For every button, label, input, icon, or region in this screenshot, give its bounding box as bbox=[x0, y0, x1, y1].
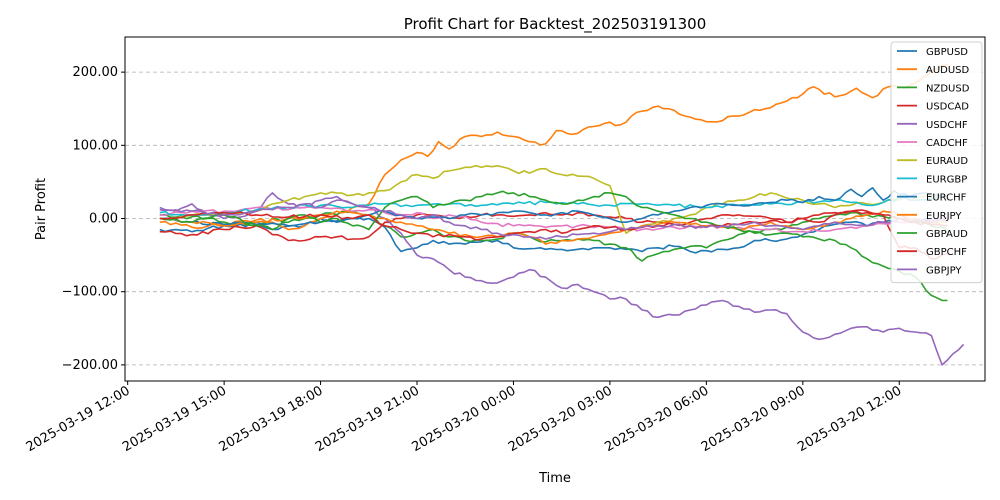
legend-entry-label: AUDUSD bbox=[926, 65, 970, 76]
legend: GBPUSD AUDUSD NZDUSD USDCAD USDCHF CADCHF EURA… bbox=[890, 41, 983, 284]
series-line-gbpaud bbox=[159, 190, 948, 302]
legend-entry-label: NZDUSD bbox=[926, 83, 970, 94]
legend-entry-label: EURCHF bbox=[926, 193, 967, 204]
series-line-audusd bbox=[159, 64, 948, 231]
legend-entry-label: GBPAUD bbox=[926, 229, 968, 240]
legend-entry-label: EURAUD bbox=[926, 156, 968, 167]
chart-title: Profit Chart for Backtest_202503191300 bbox=[404, 15, 707, 34]
series-line-nzdusd bbox=[159, 210, 948, 262]
legend-box bbox=[890, 41, 983, 284]
series-line-cadchf bbox=[159, 206, 948, 233]
legend-entry-label: USDCHF bbox=[926, 120, 968, 131]
y-gridlines bbox=[125, 71, 985, 366]
plot-frame bbox=[124, 36, 986, 382]
legend-entry-label: EURGBP bbox=[926, 174, 967, 185]
y-tick-label: 100.00 bbox=[73, 138, 119, 153]
y-tick-label: −200.00 bbox=[62, 358, 118, 373]
x-axis-label: Time bbox=[538, 471, 571, 486]
legend-entry-label: CADCHF bbox=[926, 138, 968, 149]
y-axis-label: Pair Profit bbox=[34, 178, 49, 240]
series-line-gbpjpy bbox=[159, 199, 948, 240]
series-lines bbox=[159, 64, 965, 366]
series-line-euraud bbox=[159, 164, 948, 234]
legend-entry-label: USDCAD bbox=[926, 102, 969, 113]
y-tick-label: 0.00 bbox=[89, 212, 118, 227]
legend-entry-label: GBPUSD bbox=[926, 47, 968, 58]
y-tick-label: 200.00 bbox=[73, 65, 119, 80]
series-line-gbpchf bbox=[159, 210, 948, 241]
legend-entry-label: EURJPY bbox=[926, 211, 962, 222]
y-tick-label: −100.00 bbox=[62, 285, 118, 300]
legend-entry-label: GBPJPY bbox=[926, 265, 962, 276]
series-line-eurchf bbox=[159, 187, 948, 227]
series-line-usdchf bbox=[159, 192, 965, 366]
legend-entry-label: GBPCHF bbox=[926, 247, 967, 258]
y-axis-ticks: −200.00 −100.00 0.00 100.00 200.00 bbox=[62, 65, 125, 373]
